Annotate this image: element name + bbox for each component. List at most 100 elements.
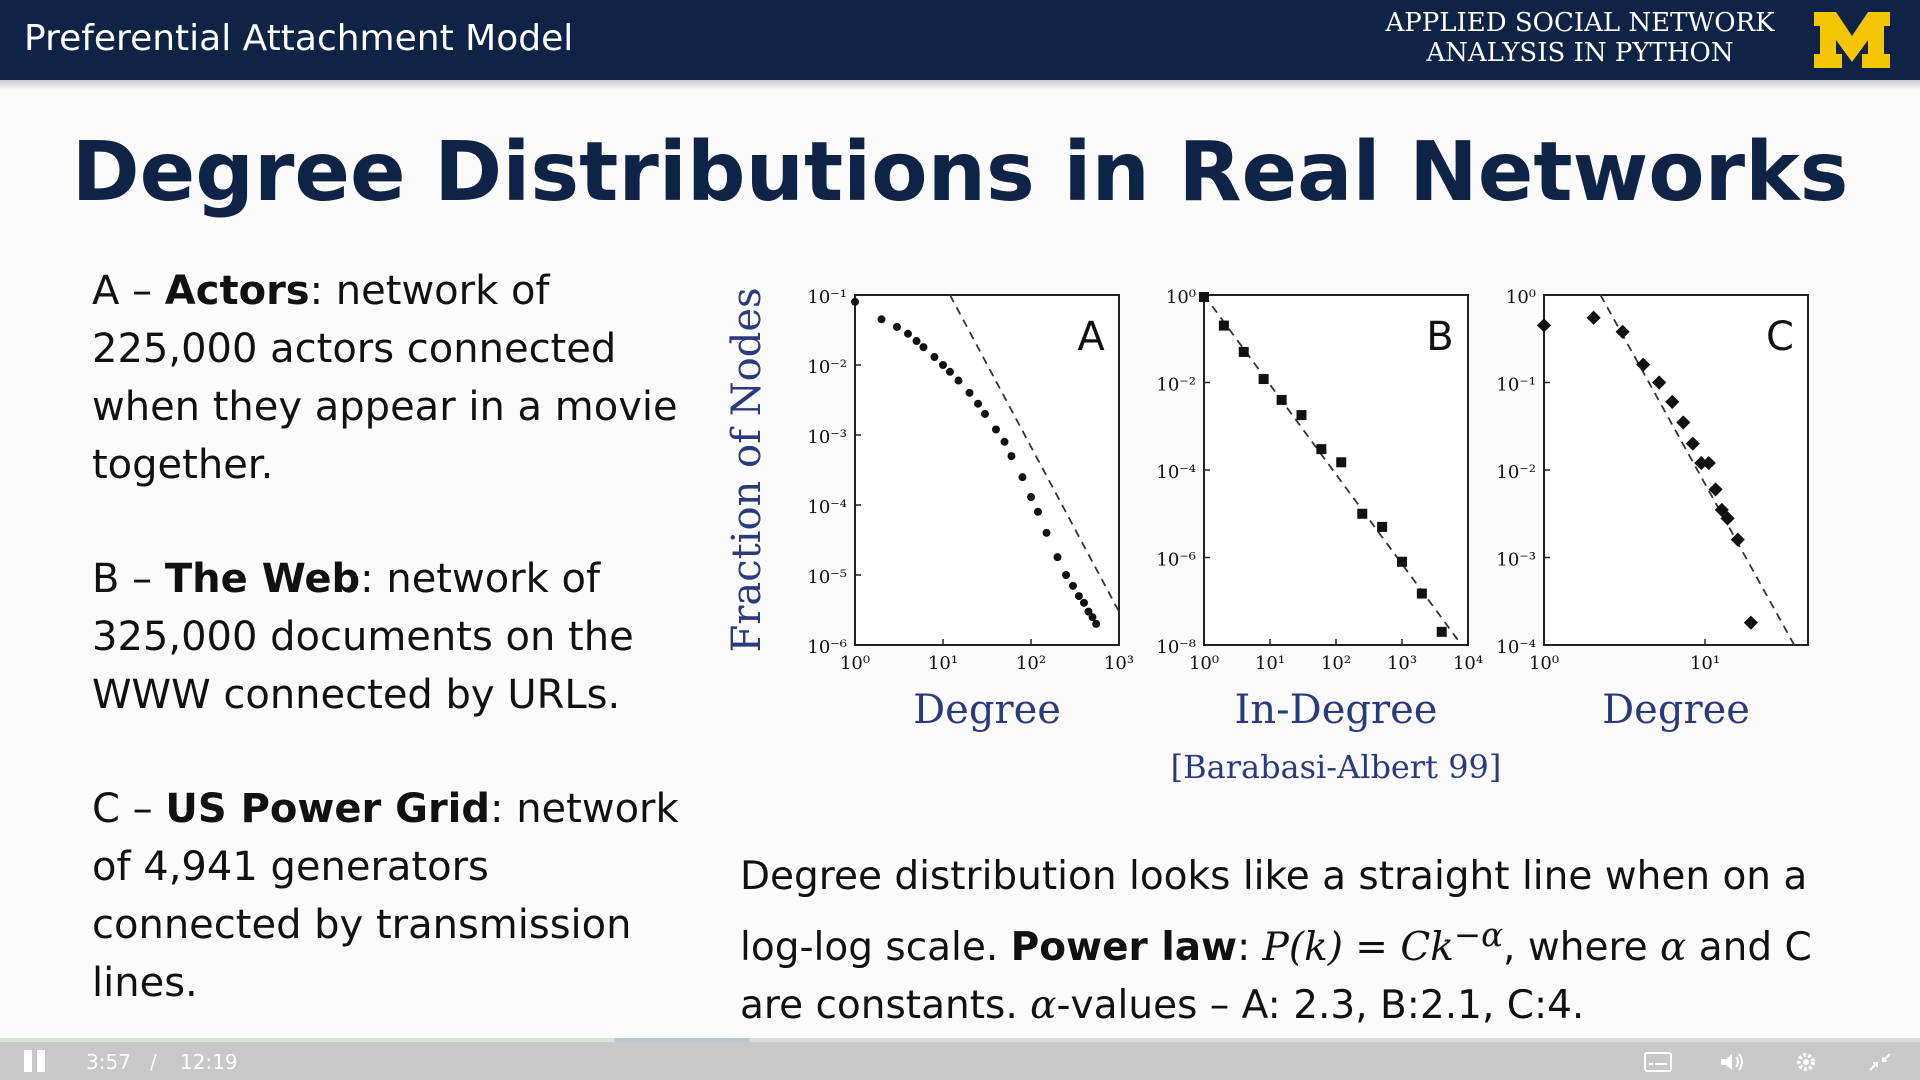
x-tick-label: 10¹ <box>1255 653 1285 674</box>
progress-played <box>0 1038 615 1042</box>
data-point <box>1007 452 1016 461</box>
data-point <box>1042 528 1051 537</box>
y-tick-label: 10⁻² <box>807 357 847 378</box>
y-tick-label: 10⁻³ <box>1496 550 1536 571</box>
data-point <box>991 425 1000 434</box>
data-point <box>1027 493 1035 502</box>
alpha-symbol: α <box>1660 925 1687 970</box>
video-player-controls <box>0 1042 1920 1080</box>
pause-icon <box>37 1050 45 1072</box>
y-tick-label: 10⁰ <box>1506 287 1536 308</box>
current-time: 3:57 <box>86 1050 131 1074</box>
y-tick-label: 10⁻² <box>1496 462 1536 483</box>
data-point <box>1276 394 1287 405</box>
progress-track[interactable] <box>0 1038 1920 1042</box>
data-point <box>1218 320 1229 331</box>
course-name-line2: ANALYSIS IN PYTHON <box>1426 38 1734 68</box>
data-point <box>1685 436 1700 451</box>
data-point <box>1714 502 1729 517</box>
data-point <box>939 361 947 369</box>
data-point <box>965 388 974 397</box>
explanation-text: and C are constants. <box>740 925 1812 1028</box>
item-actors: A – Actors: network of 225,000 actors co… <box>92 262 692 494</box>
x-tick-label: 10¹ <box>928 653 958 674</box>
power-law-term: Power law <box>1010 925 1238 970</box>
university-logo-icon <box>1814 12 1890 68</box>
data-point <box>1018 473 1027 482</box>
total-time: 12:19 <box>180 1050 238 1074</box>
data-point <box>1074 592 1083 601</box>
slide-heading: Degree Distributions in Real Networks <box>71 125 1849 220</box>
item-name: Actors <box>164 268 310 314</box>
header-bar: Preferential Attachment Model APPLIED SO… <box>0 0 1920 80</box>
x-tick-label: 10⁰ <box>1189 653 1219 674</box>
item-desc: : network of 4,941 generators connected … <box>92 786 679 1006</box>
data-point <box>1336 457 1347 468</box>
data-point <box>1357 508 1368 519</box>
citation-caption: [Barabasi-Albert 99] <box>1171 748 1502 786</box>
x-axis-label: In-Degree <box>1235 687 1438 733</box>
data-point <box>930 353 939 362</box>
x-tick-label: 10⁰ <box>1529 653 1559 674</box>
x-tick-label: 10² <box>1321 653 1351 674</box>
y-tick-label: 10⁻¹ <box>807 287 847 308</box>
header-shadow <box>0 80 1920 90</box>
data-point <box>892 322 901 331</box>
data-point <box>877 315 886 324</box>
data-point <box>1743 615 1758 630</box>
panel-label: C <box>1766 314 1794 360</box>
y-tick-label: 10⁻¹ <box>1496 375 1536 396</box>
time-separator: / <box>150 1050 157 1074</box>
data-point <box>1084 607 1093 616</box>
data-point <box>1636 357 1651 372</box>
settings-gear-icon[interactable] <box>1792 1050 1820 1074</box>
data-point <box>1053 553 1062 562</box>
x-tick-label: 10⁰ <box>840 653 870 674</box>
item-prefix: A – <box>92 268 165 314</box>
power-law-formula: P(k) = Ck <box>1262 925 1454 970</box>
data-point <box>1615 324 1630 339</box>
y-tick-label: 10⁻⁴ <box>1496 637 1536 658</box>
data-point <box>903 329 912 338</box>
data-point <box>1062 571 1071 579</box>
y-tick-label: 10⁰ <box>1166 287 1196 308</box>
item-power-grid: C – US Power Grid: network of 4,941 gene… <box>92 780 692 1012</box>
data-point <box>1436 626 1447 637</box>
data-point <box>1092 619 1101 628</box>
data-point <box>1416 588 1427 599</box>
x-tick-label: 10⁴ <box>1453 653 1483 674</box>
data-point <box>912 337 921 346</box>
y-tick-label: 10⁻⁶ <box>807 637 847 658</box>
data-point <box>1033 507 1042 516</box>
x-tick-label: 10³ <box>1104 653 1134 674</box>
data-point <box>1316 444 1327 455</box>
item-name: US Power Grid <box>165 786 491 832</box>
volume-icon[interactable] <box>1718 1050 1746 1074</box>
data-point <box>1652 375 1667 390</box>
data-point <box>851 297 859 306</box>
panel-label: B <box>1426 314 1453 360</box>
y-tick-label: 10⁻⁵ <box>807 567 847 588</box>
alpha-values-text: -values – A: 2.3, B:2.1, C:4. <box>1056 983 1585 1028</box>
y-tick-label: 10⁻³ <box>807 427 847 448</box>
data-point <box>1701 456 1716 471</box>
explanation-text: , where <box>1503 925 1661 970</box>
captions-icon[interactable] <box>1644 1050 1672 1074</box>
formula-exponent: −α <box>1453 916 1504 954</box>
data-point <box>1397 556 1407 567</box>
alpha-symbol: α <box>1030 983 1057 1028</box>
data-point <box>980 409 989 418</box>
pause-button[interactable] <box>24 1050 46 1072</box>
data-point <box>1068 581 1077 590</box>
item-web: B – The Web: network of 325,000 document… <box>92 550 692 724</box>
y-axis-label: Fraction of Nodes <box>724 287 770 652</box>
y-tick-label: 10⁻⁴ <box>807 497 847 518</box>
lecture-title: Preferential Attachment Model <box>24 18 574 59</box>
x-tick-label: 10² <box>1016 653 1046 674</box>
data-point <box>1377 521 1388 532</box>
data-point <box>1258 374 1269 385</box>
x-tick-label: 10³ <box>1387 653 1417 674</box>
data-point <box>954 376 963 385</box>
exit-fullscreen-icon[interactable] <box>1866 1050 1894 1074</box>
y-tick-label: 10⁻⁸ <box>1156 637 1196 658</box>
